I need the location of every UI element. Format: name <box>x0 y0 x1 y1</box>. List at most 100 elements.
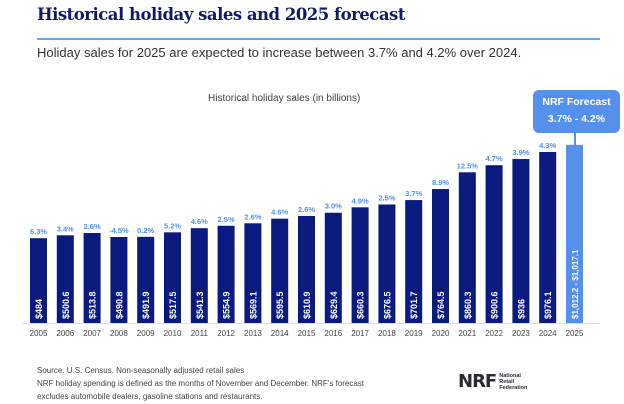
footnote-definition: NRF holiday spending is defined as the m… <box>37 379 365 388</box>
bar <box>405 200 423 323</box>
x-tick-label: 2008 <box>110 329 128 338</box>
bar-value-label: $490.8 <box>114 291 124 319</box>
x-tick-label: 2025 <box>566 329 584 338</box>
bar <box>378 204 396 323</box>
bar <box>432 189 449 323</box>
growth-label: 2.6% <box>244 212 261 221</box>
chart-subtitle: Holiday sales for 2025 are expected to i… <box>37 45 522 60</box>
x-tick-label: 2005 <box>30 329 48 338</box>
x-tick-label: 2007 <box>83 329 101 338</box>
growth-label: 4.3% <box>539 141 556 150</box>
bar <box>110 237 128 323</box>
footnote: Source. U.S. Census. Non-seasonally adju… <box>37 364 364 403</box>
bar-value-label: $900.6 <box>490 291 500 319</box>
x-tick-label: 2013 <box>244 329 262 338</box>
bar-value-label: $976.1 <box>543 291 553 319</box>
forecast-callout-title: NRF Forecast <box>542 96 611 108</box>
x-tick-label: 2016 <box>324 329 342 338</box>
growth-label: 0.2% <box>137 226 154 235</box>
bar <box>244 223 262 323</box>
bar-value-label: $541.3 <box>195 291 205 319</box>
logo-line-1: National <box>499 372 521 379</box>
bar <box>164 232 181 323</box>
growth-label: 3.4% <box>57 224 74 233</box>
growth-label: 4.9% <box>352 196 369 205</box>
forecast-callout-range: 3.7% - 4.2% <box>547 113 606 125</box>
x-tick-label: 2014 <box>271 329 289 338</box>
bar-value-label: $936 <box>516 299 526 319</box>
chart-title: Historical holiday sales and 2025 foreca… <box>37 5 405 24</box>
bar-value-label: $764.5 <box>436 291 446 319</box>
bar-value-label: $676.5 <box>382 291 392 319</box>
bar <box>30 238 47 323</box>
x-tick-label: 2012 <box>217 329 235 338</box>
growth-label: 8.9% <box>432 178 449 187</box>
bar <box>271 218 289 323</box>
x-tick-label: 2018 <box>378 329 396 338</box>
bar <box>137 236 155 323</box>
growth-label: 3.9% <box>512 148 529 157</box>
growth-label: 2.5% <box>378 193 395 202</box>
bar <box>298 215 315 323</box>
footnote-source: Source. U.S. Census. Non-seasonally adju… <box>37 366 245 375</box>
bar-value-label: $554.9 <box>222 291 232 319</box>
bar <box>190 228 208 323</box>
bar-value-label: $860.3 <box>463 291 473 319</box>
bar <box>83 232 101 323</box>
x-tick-label: 2019 <box>405 329 423 338</box>
bar-value-label: $629.4 <box>329 291 339 319</box>
bar-value-label: $517.5 <box>168 291 178 319</box>
growth-label: 4.6% <box>191 217 208 226</box>
x-tick-label: 2020 <box>432 329 450 338</box>
x-tick-label: 2009 <box>137 329 155 338</box>
logo-line-2: Retail <box>499 378 515 385</box>
nrf-logo-text: National Retail Federation <box>499 373 527 391</box>
x-tick-label: 2024 <box>539 329 557 338</box>
bar-value-label: $484 <box>34 299 44 319</box>
growth-label: 12.5% <box>457 161 479 170</box>
growth-label: 4.6% <box>271 208 288 217</box>
growth-label: -4.5% <box>109 226 129 235</box>
x-tick-label: 2023 <box>512 329 530 338</box>
x-tick-label: 2011 <box>191 329 209 338</box>
x-tick-label: 2015 <box>298 329 316 338</box>
bar <box>512 159 530 323</box>
growth-label: 2.5% <box>218 215 235 224</box>
x-tick-label: 2022 <box>485 329 503 338</box>
nrf-logo: NRF National Retail Federation <box>458 371 527 392</box>
growth-label: 2.6% <box>84 222 101 231</box>
bar-value-label: $701.7 <box>409 291 419 319</box>
title-divider <box>37 38 600 40</box>
x-tick-label: 2021 <box>458 329 476 338</box>
bar <box>351 207 369 323</box>
bar-value-label: $569.1 <box>248 291 258 319</box>
forecast-bar <box>566 144 583 323</box>
bar <box>458 172 476 323</box>
footnote-exclusions: excludes automobile dealers, gasoline st… <box>37 392 263 401</box>
growth-label: 3.7% <box>405 189 422 198</box>
x-tick-label: 2010 <box>164 329 182 338</box>
x-tick-label: 2006 <box>56 329 74 338</box>
bar <box>56 235 74 323</box>
bar-value-label: $610.9 <box>302 291 312 319</box>
x-tick-label: 2017 <box>351 329 369 338</box>
bar-value-label: $660.3 <box>356 291 366 319</box>
growth-label: 2.6% <box>298 205 315 214</box>
bar <box>485 165 503 323</box>
bar <box>217 225 235 323</box>
growth-label: 3.0% <box>325 202 342 211</box>
growth-label: 4.7% <box>486 154 503 163</box>
bar-value-label: $500.6 <box>61 291 71 319</box>
bar-value-label: $1,012.2 - $1,017.1 <box>571 249 580 319</box>
bar-value-label: $491.9 <box>141 291 151 319</box>
growth-label: 5.2% <box>164 221 181 230</box>
logo-line-3: Federation <box>499 384 528 391</box>
bar-value-label: $513.8 <box>88 291 98 319</box>
bar-value-label: $595.5 <box>275 291 285 319</box>
forecast-callout: NRF Forecast 3.7% - 4.2% <box>533 90 620 133</box>
forecast-connector <box>574 133 576 146</box>
bar <box>324 212 342 323</box>
bar <box>539 152 557 323</box>
growth-label: 6.3% <box>30 227 47 236</box>
